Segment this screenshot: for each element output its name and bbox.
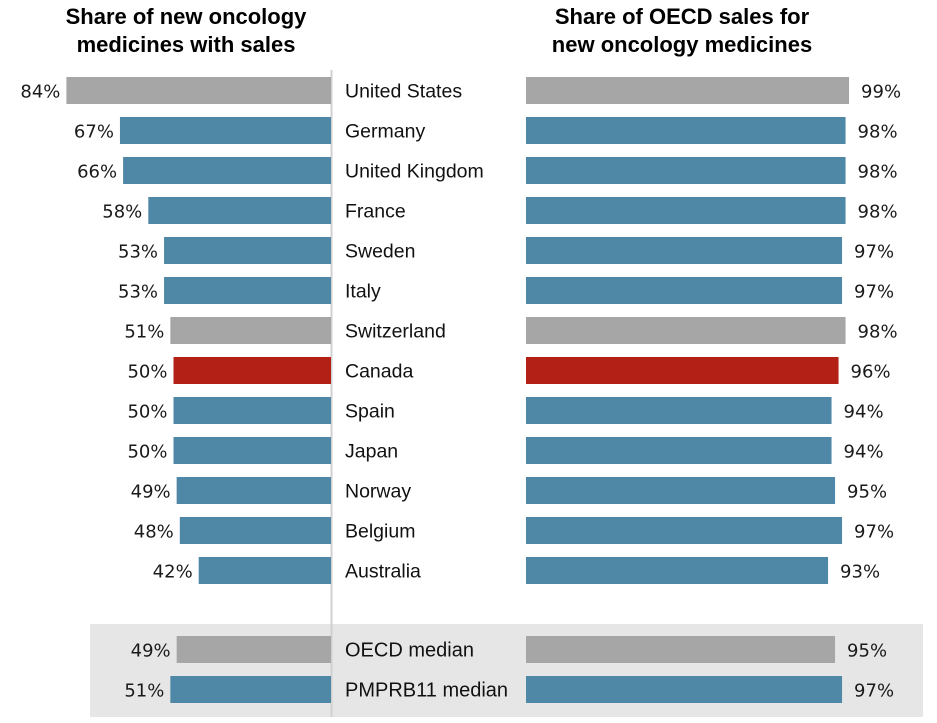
country-category-label: Japan	[345, 441, 398, 463]
left-country-bar	[148, 197, 331, 224]
right-country-value-label: 98%	[858, 202, 898, 223]
chart-marks: 84% United States 99% 67% Germany 98% 66% Unite…	[20, 77, 901, 703]
right-country-value-label: 93%	[840, 562, 880, 583]
country-category-label: France	[345, 201, 406, 223]
right-country-value-label: 94%	[844, 402, 884, 423]
country-category-label: Canada	[345, 361, 413, 383]
left-country-bar	[179, 517, 331, 544]
right-country-bar	[526, 117, 846, 144]
left-country-bar	[173, 397, 331, 424]
right-country-bar	[526, 277, 843, 304]
left-country-value-label: 50%	[127, 442, 167, 463]
right-country-value-label: 97%	[854, 282, 894, 303]
right-country-bar	[526, 517, 843, 544]
right-country-value-label: 94%	[844, 442, 884, 463]
right-country-bar	[526, 77, 850, 104]
left-median-value-label: 49%	[131, 641, 171, 662]
right-median-bar	[526, 636, 836, 663]
country-category-label: Germany	[345, 121, 425, 143]
right-country-value-label: 99%	[861, 82, 901, 103]
right-country-bar	[526, 357, 839, 384]
left-chart-title-line-2: medicines with sales	[77, 32, 296, 57]
left-country-value-label: 58%	[102, 202, 142, 223]
left-chart-title-line-1: Share of new oncology	[66, 4, 308, 29]
left-country-bar	[123, 157, 331, 184]
left-country-bar	[66, 77, 332, 104]
left-median-bar	[176, 636, 331, 663]
right-country-value-label: 97%	[854, 242, 894, 263]
country-category-label: Italy	[345, 281, 381, 303]
left-country-bar	[198, 557, 331, 584]
right-country-value-label: 98%	[858, 322, 898, 343]
left-country-bar	[173, 437, 331, 464]
left-country-bar	[164, 277, 331, 304]
left-country-value-label: 48%	[134, 522, 174, 543]
left-country-value-label: 53%	[118, 242, 158, 263]
right-country-bar	[526, 557, 829, 584]
right-country-bar	[526, 317, 846, 344]
country-category-label: United States	[345, 81, 462, 103]
left-country-value-label: 49%	[131, 482, 171, 503]
country-category-label: Belgium	[345, 521, 415, 543]
left-country-bar	[119, 117, 331, 144]
right-median-bar	[526, 676, 843, 703]
right-country-value-label: 96%	[851, 362, 891, 383]
right-country-value-label: 98%	[858, 162, 898, 183]
left-country-bar	[173, 357, 331, 384]
right-chart-title-line-1: Share of OECD sales for	[555, 4, 810, 29]
left-country-value-label: 53%	[118, 282, 158, 303]
right-country-bar	[526, 397, 832, 424]
left-country-value-label: 42%	[153, 562, 193, 583]
right-country-bar	[526, 437, 832, 464]
country-category-label: Switzerland	[345, 321, 446, 343]
right-chart-title-line-2: new oncology medicines	[552, 32, 812, 57]
left-country-value-label: 51%	[124, 322, 164, 343]
left-country-value-label: 66%	[77, 162, 117, 183]
country-category-label: Norway	[345, 481, 411, 503]
median-category-label: OECD median	[345, 640, 474, 662]
left-country-value-label: 84%	[20, 82, 60, 103]
right-country-value-label: 95%	[847, 482, 887, 503]
right-country-bar	[526, 157, 846, 184]
country-category-label: Sweden	[345, 241, 415, 263]
country-category-label: United Kingdom	[345, 161, 484, 183]
country-category-label: Spain	[345, 401, 395, 423]
right-median-value-label: 97%	[854, 681, 894, 702]
left-country-value-label: 67%	[74, 122, 114, 143]
right-country-value-label: 98%	[858, 122, 898, 143]
left-median-bar	[170, 676, 331, 703]
left-country-bar	[176, 477, 331, 504]
left-country-bar	[170, 317, 331, 344]
right-median-value-label: 95%	[847, 641, 887, 662]
right-country-bar	[526, 237, 843, 264]
right-country-bar	[526, 477, 836, 504]
left-median-value-label: 51%	[124, 681, 164, 702]
right-country-value-label: 97%	[854, 522, 894, 543]
country-category-label: Australia	[345, 561, 421, 583]
right-country-bar	[526, 197, 846, 224]
left-country-value-label: 50%	[127, 402, 167, 423]
left-country-value-label: 50%	[127, 362, 167, 383]
left-country-bar	[164, 237, 331, 264]
median-category-label: PMPRB11 median	[345, 680, 508, 702]
